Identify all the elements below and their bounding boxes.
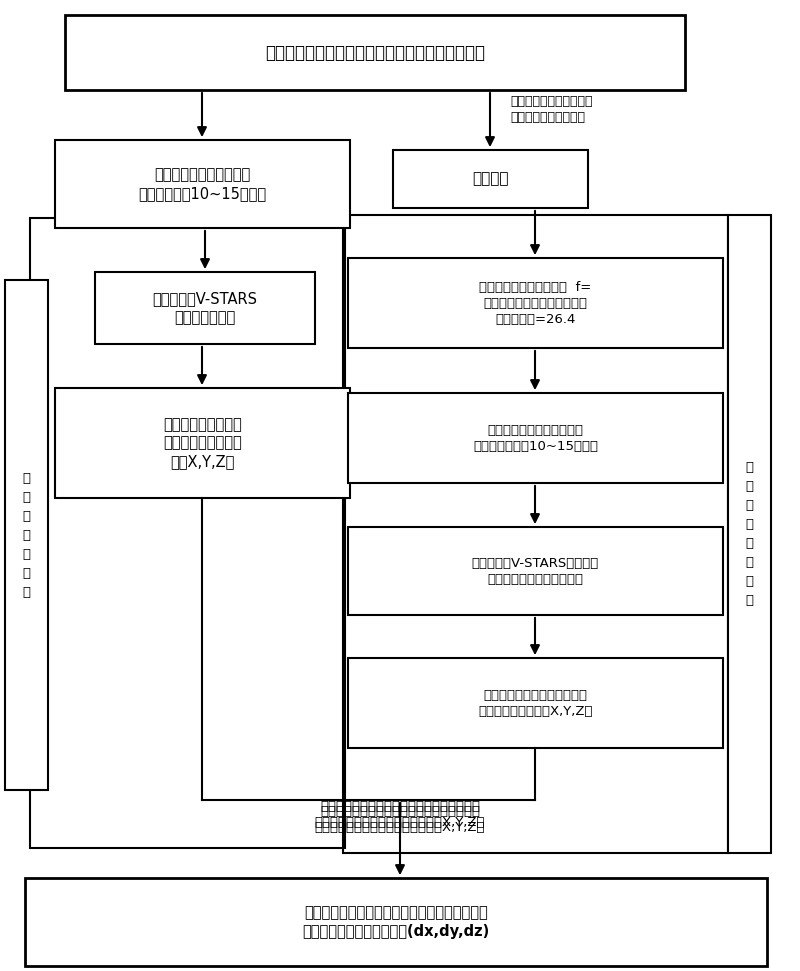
Text: 空
气
中
测
量
部
分: 空 气 中 测 量 部 分 xyxy=(22,472,30,598)
Text: 将天线放入塑料大桶中或
其他盛水容器或水池中: 将天线放入塑料大桶中或 其他盛水容器或水池中 xyxy=(510,95,593,124)
Bar xyxy=(728,215,771,853)
Bar xyxy=(393,150,588,208)
Text: 将图像导入V-STARS软件，导
入新的相机文件，进行解算: 将图像导入V-STARS软件，导 入新的相机文件，进行解算 xyxy=(472,556,599,586)
Bar xyxy=(55,388,350,498)
Bar xyxy=(348,393,723,483)
Bar xyxy=(348,258,723,348)
Text: 利用已标定好的数码相机进
行水下拍照获取10~15张图像: 利用已标定好的数码相机进 行水下拍照获取10~15张图像 xyxy=(473,423,598,452)
Bar xyxy=(95,272,315,344)
Bar xyxy=(25,878,767,966)
Text: 相机防护: 相机防护 xyxy=(472,172,509,186)
Text: 得到水下天线上编码点和标志
点的物方空间坐标（X,Y,Z）: 得到水下天线上编码点和标志 点的物方空间坐标（X,Y,Z） xyxy=(478,688,593,718)
Bar xyxy=(343,215,728,853)
Text: 将编码点和标志点以辐射状形式贴在反射器表面上: 将编码点和标志点以辐射状形式贴在反射器表面上 xyxy=(265,44,485,61)
Bar xyxy=(55,140,350,228)
Text: 将图像导入V-STARS
软件，进行解算: 将图像导入V-STARS 软件，进行解算 xyxy=(153,291,258,325)
Bar xyxy=(30,218,345,848)
Bar xyxy=(65,15,685,90)
Bar xyxy=(348,658,723,748)
Text: 坐标系转换，得到同一坐标系下的空气中和水
中两种情况下测量的物方空间坐标（X,Y,Z）: 坐标系转换，得到同一坐标系下的空气中和水 中两种情况下测量的物方空间坐标（X,Y… xyxy=(314,805,486,834)
Text: 得到天线上每一个特征点点位在空气中测量时和
水下测量时的三维坐标差值(dx,dy,dz): 得到天线上每一个特征点点位在空气中测量时和 水下测量时的三维坐标差值(dx,dy… xyxy=(302,905,490,939)
Text: 水
下
摄
影
测
量
部
分: 水 下 摄 影 测 量 部 分 xyxy=(746,461,754,607)
Text: 利用已标定好的数码相机
进行拍照获取10~15张图像: 利用已标定好的数码相机 进行拍照获取10~15张图像 xyxy=(138,167,266,201)
Text: 得到天线上编码点和
标志点的物方空间坐
标（X,Y,Z）: 得到天线上编码点和 标志点的物方空间坐 标（X,Y,Z） xyxy=(163,417,242,469)
Text: 修改相机文件，使得主距  f=
空气中摄影时的相机主距乘以
水的折射率=26.4: 修改相机文件，使得主距 f= 空气中摄影时的相机主距乘以 水的折射率=26.4 xyxy=(479,281,592,325)
Bar xyxy=(348,527,723,615)
Text: 坐标系转换，得到同一坐标系下的空气中和水
中两种情况下测量的物方空间坐标（X,Y,Z）: 坐标系转换，得到同一坐标系下的空气中和水 中两种情况下测量的物方空间坐标（X,Y… xyxy=(314,800,486,829)
Bar xyxy=(5,280,48,790)
